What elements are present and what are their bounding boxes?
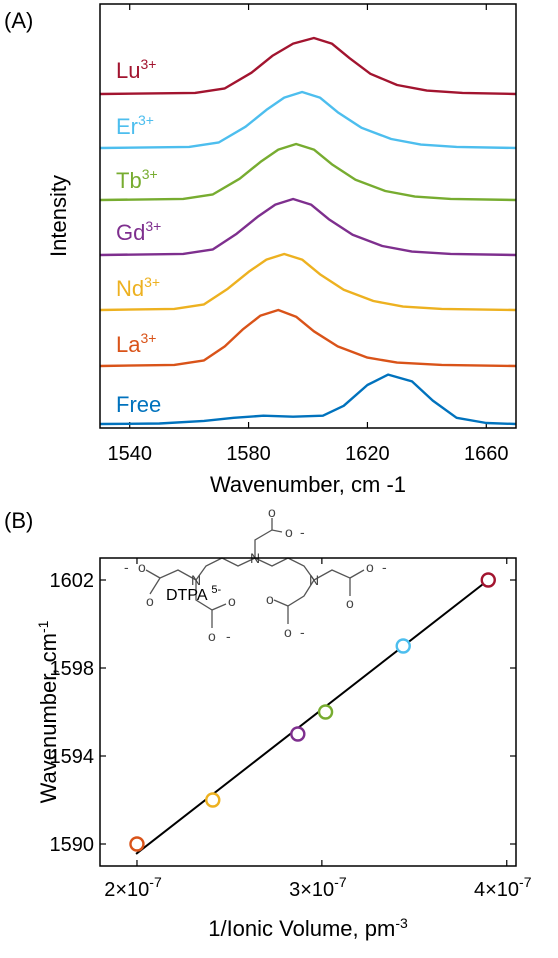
spectrum-label-charge: 3+: [144, 274, 160, 290]
spectrum-line-tb: [99, 142, 517, 202]
spectrum-label-nd: Nd3+: [116, 274, 160, 301]
data-point-la: [129, 836, 145, 852]
scatter-xtick-label: 4×10-7: [474, 874, 532, 901]
atom-minus-4: -: [382, 559, 387, 575]
scatter-xtick-exponent: -7: [149, 874, 162, 890]
data-point-lu: [480, 572, 496, 588]
spectrum-line-er: [99, 90, 517, 150]
scatter-xtick-mantissa: 2×10: [104, 879, 149, 901]
spectra-xlabel: Wavenumber, cm -1: [210, 472, 406, 497]
spectrum-label-ion: Free: [116, 392, 161, 417]
spectra-plot: 1540 1580 1620 1660FreeLa3+Nd3+Gd3+Tb3+Er3+…: [99, 4, 517, 465]
spectrum-line-lu: [99, 36, 517, 96]
spectra-plot-frame: [99, 3, 517, 429]
spectrum-line-la: [99, 308, 517, 368]
scatter-xtick-label: 2×10-7: [104, 874, 162, 901]
atom-o-6: o: [208, 628, 216, 644]
scatter-ytick-label: 1598: [50, 658, 95, 680]
atom-minus-3: -: [226, 628, 231, 644]
atom-o-10: o: [284, 624, 292, 640]
spectrum-label-charge: 3+: [140, 330, 156, 346]
atom-o-3: o: [138, 559, 146, 575]
dtpa-structure-inset: [145, 518, 365, 628]
spectrum-label-er: Er3+: [116, 112, 154, 139]
data-point-nd: [205, 792, 221, 808]
spectrum-label-tb: Tb3+: [116, 166, 158, 193]
data-point-gd: [290, 726, 306, 742]
scatter-ytick-label: 1594: [50, 746, 95, 768]
panel-b-label: (B): [4, 508, 33, 533]
atom-o-2: o: [285, 524, 293, 540]
scatter-xlabel: 1/Ionic Volume, pm-3: [208, 915, 408, 941]
spectra-ylabel: Intensity: [46, 175, 71, 257]
spectra-xtick-label: 1580: [226, 443, 271, 465]
atom-o-9: o: [266, 591, 274, 607]
spectra-xtick-label: 1540: [107, 443, 152, 465]
atom-o-8: o: [346, 595, 354, 611]
spectrum-label-ion: Nd: [116, 276, 144, 301]
spectra-xtick-label: 1620: [345, 443, 390, 465]
spectrum-label-la: La3+: [116, 330, 156, 357]
scatter-xlabel-text: 1/Ionic Volume, pm: [208, 916, 395, 941]
scatter-xtick-mantissa: 3×10: [289, 879, 334, 901]
spectrum-label-ion: Gd: [116, 220, 145, 245]
scatter-ylabel: Wavenumber, cm-1: [35, 620, 61, 803]
scatter-xlabel-sup: -3: [395, 915, 408, 931]
scatter-ytick-label: 1602: [50, 570, 95, 592]
scatter-xtick-mantissa: 4×10: [474, 879, 519, 901]
spectrum-label-charge: 3+: [138, 112, 154, 128]
scatter-ylabel-sup: -1: [35, 620, 51, 633]
spectra-xtick-label: 1660: [464, 443, 509, 465]
spectrum-label-ion: Tb: [116, 168, 142, 193]
spectrum-label-charge: 3+: [145, 218, 161, 234]
spectrum-label-charge: 3+: [142, 166, 158, 182]
atom-n-right: N: [309, 572, 319, 588]
dtpa-charge: 5-: [211, 584, 221, 596]
atom-o-7: o: [366, 559, 374, 575]
scatter-ylabel-text: Wavenumber, cm: [36, 633, 61, 803]
atom-minus-2: -: [124, 559, 129, 575]
scatter-xtick-exponent: -7: [334, 874, 347, 890]
spectrum-line-free: [99, 373, 517, 426]
scatter-ytick-label: 1590: [50, 834, 95, 856]
spectrum-line-nd: [99, 252, 517, 312]
spectrum-label-lu: Lu3+: [116, 56, 156, 83]
spectrum-line-gd: [99, 197, 517, 257]
scatter-xtick-exponent: -7: [519, 874, 532, 890]
fit-line: [135, 579, 489, 855]
atom-minus-1: -: [300, 524, 305, 540]
scatter-plot-frame: [99, 557, 517, 867]
spectrum-label-ion: La: [116, 332, 141, 357]
dtpa-title: DTPA: [166, 587, 208, 604]
spectrum-label-free: Free: [116, 392, 161, 417]
atom-o-4: o: [146, 593, 154, 609]
spectrum-label-ion: Lu: [116, 58, 140, 83]
data-point-er: [395, 638, 411, 654]
spectrum-label-charge: 3+: [140, 56, 156, 72]
data-point-tb: [317, 704, 334, 720]
spectrum-label-ion: Er: [116, 114, 138, 139]
dtpa-label: DTPA 5-: [166, 584, 221, 604]
atom-o-5: o: [228, 593, 236, 609]
spectrum-label-gd: Gd3+: [116, 218, 161, 245]
atom-n-left: N: [191, 572, 201, 588]
atom-o-1: o: [268, 504, 276, 520]
atom-minus-5: -: [300, 624, 305, 640]
scatter-xtick-label: 3×10-7: [289, 874, 347, 901]
panel-a-label: (A): [4, 8, 33, 33]
